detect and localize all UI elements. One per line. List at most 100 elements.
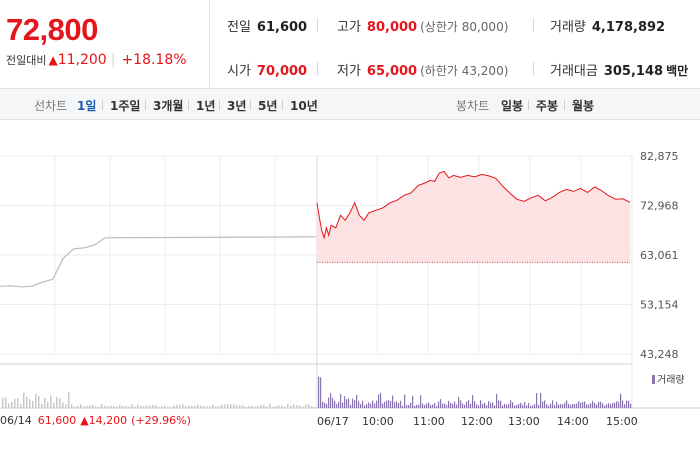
volume-bar <box>35 394 37 408</box>
volume-bar <box>446 405 448 408</box>
period-1w-tab[interactable]: 1주일 <box>110 99 141 113</box>
volume-bar <box>618 401 620 408</box>
volume-bar <box>38 395 40 408</box>
period-3m-tab[interactable]: 3개월 <box>153 99 184 113</box>
volume-bar <box>167 406 169 408</box>
volume-bar <box>236 404 238 408</box>
volume-bar <box>173 405 175 408</box>
volume-bar <box>360 403 362 408</box>
volume-bar <box>284 406 286 408</box>
period-3y-tab[interactable]: 3년 <box>227 99 247 113</box>
volume-bar <box>520 402 522 408</box>
period-1d-tab[interactable]: 1일 <box>77 99 97 113</box>
volume-bar <box>404 394 406 408</box>
price-chart: 82,875 72,968 63,061 53,154 43,248 06/17 10:0… <box>0 150 700 428</box>
volume-bar <box>410 402 412 408</box>
volume-bar <box>382 403 384 408</box>
volume-bar <box>374 403 376 408</box>
chart-toolbar: 선차트 1일 1주일 3개월 1년 3년 5년 10년 봉차트 일봉 주봉 월봉 <box>0 88 700 120</box>
volume-bar <box>586 404 588 408</box>
candle-daily-tab[interactable]: 일봉 <box>501 99 524 113</box>
volume-bar <box>257 405 259 408</box>
volume-bar <box>239 405 241 408</box>
volume-bar <box>478 405 480 408</box>
volume-bar <box>418 404 420 408</box>
volume-bar <box>412 395 414 408</box>
volume-bar <box>324 402 326 408</box>
up-arrow-icon: ▲ <box>48 53 58 67</box>
volume-bar <box>564 402 566 408</box>
volume-bar <box>2 398 4 408</box>
volume-bar <box>287 404 289 408</box>
volume-bar <box>448 400 450 408</box>
volume-bar <box>588 404 590 408</box>
volume-bar <box>330 393 332 408</box>
volume-bar <box>170 406 172 408</box>
volume-bar <box>191 405 193 408</box>
volume-bar <box>245 406 247 408</box>
volume-bar <box>396 401 398 408</box>
volume-bar <box>536 393 538 408</box>
prev-day-summary: 06/14 61,600 ▲14,200 (+29.96%) <box>0 414 191 427</box>
volume-bar <box>194 405 196 408</box>
candle-weekly-tab[interactable]: 주봉 <box>536 99 559 113</box>
volume-bar <box>266 406 268 408</box>
y-tick-label: 72,968 <box>640 200 679 213</box>
volume-bar <box>233 404 235 408</box>
volume-bar <box>402 405 404 408</box>
volume-bar <box>44 398 46 408</box>
volume-bar <box>430 405 432 408</box>
volume-bar <box>470 403 472 408</box>
volume-bar <box>206 406 208 408</box>
volume-bar <box>29 399 31 408</box>
volume-bar <box>119 404 121 408</box>
volume-bar <box>224 404 226 408</box>
volume-bar <box>630 403 632 408</box>
volume-bar <box>364 405 366 408</box>
volume-bar <box>137 404 139 408</box>
period-10y-tab[interactable]: 10년 <box>290 99 318 113</box>
volume-bar <box>466 401 468 408</box>
volume: 거래량 4,178,892 <box>550 20 666 35</box>
volume-bar <box>125 405 127 408</box>
volume-bar <box>414 405 416 408</box>
x-tick-label: 06/17 <box>317 415 349 428</box>
volume-bar <box>65 404 67 408</box>
volume-bar <box>254 406 256 408</box>
volume-bar <box>432 404 434 408</box>
period-1y-tab[interactable]: 1년 <box>196 99 216 113</box>
volume-bar <box>47 401 49 408</box>
quote-header: 72,800 전일대비 ▲11,200 | +18.18% 전일 61,600 고가 80… <box>0 0 700 88</box>
volume-bar <box>74 406 76 408</box>
volume-bar <box>89 405 91 408</box>
volume-bar <box>484 402 486 408</box>
volume-bar <box>242 405 244 408</box>
price-line <box>316 170 631 240</box>
change-percent: +18.18% <box>121 52 187 68</box>
divider <box>188 100 189 110</box>
candle-monthly-tab[interactable]: 월봉 <box>572 99 595 113</box>
period-5y-tab[interactable]: 5년 <box>258 99 278 113</box>
volume-bar <box>408 404 410 408</box>
volume-bar <box>422 403 424 408</box>
volume-bar <box>230 404 232 408</box>
volume-bar <box>540 393 542 408</box>
volume-bar <box>179 405 181 408</box>
volume-bar <box>322 401 324 408</box>
volume-bar <box>378 394 380 408</box>
volume-bar <box>248 406 250 408</box>
volume-bar <box>122 405 124 408</box>
volume-bar <box>269 404 271 408</box>
volume-bar <box>320 377 322 408</box>
volume-bar <box>498 400 500 408</box>
volume-bar <box>332 398 334 408</box>
volume-bar <box>560 404 562 408</box>
volume-bar <box>346 399 348 408</box>
volume-bar <box>296 405 298 408</box>
volume-bar <box>590 403 592 408</box>
volume-bar <box>101 404 103 408</box>
volume-bar <box>628 400 630 408</box>
day-high: 고가 80,000 (상한가 80,000) <box>337 20 509 35</box>
volume-bar <box>574 404 576 408</box>
volume-bar <box>104 405 106 408</box>
